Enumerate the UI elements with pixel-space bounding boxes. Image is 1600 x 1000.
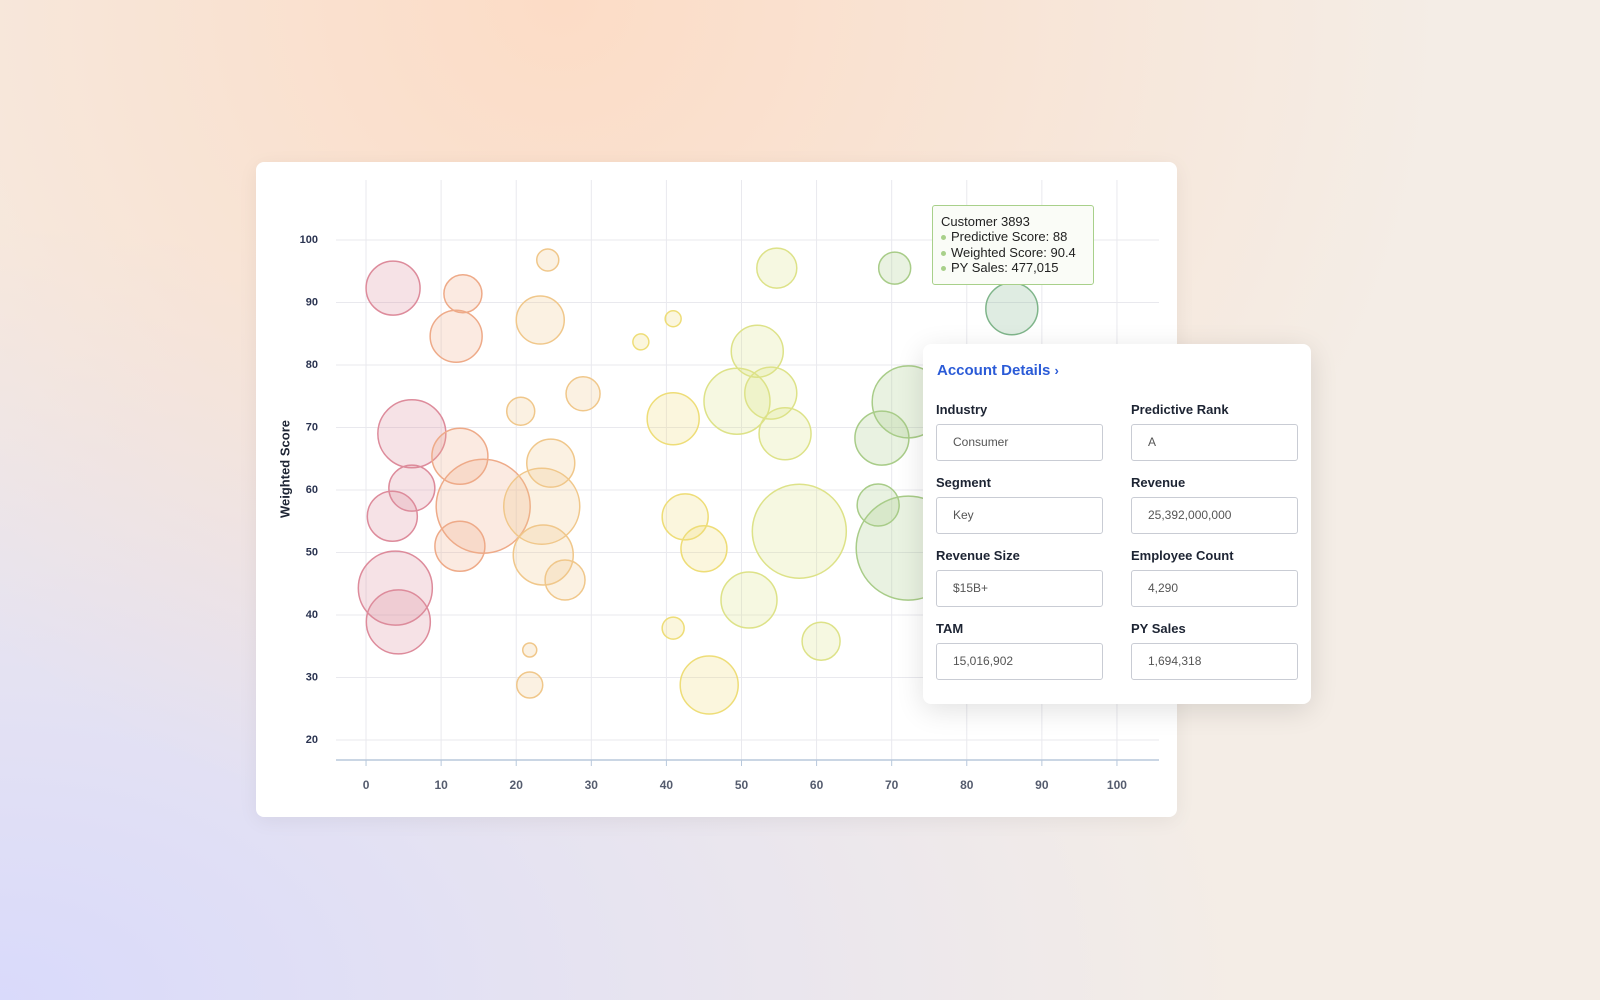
panel-title-text: Account Details <box>937 362 1051 379</box>
x-tick-label: 60 <box>810 778 824 792</box>
field-input[interactable]: 15,016,902 <box>936 643 1103 680</box>
field-input[interactable]: 25,392,000,000 <box>1131 497 1298 534</box>
field-label: PY Sales <box>1131 621 1186 636</box>
x-tick-label: 100 <box>1107 778 1127 792</box>
panel-title[interactable]: Account Details › <box>937 362 1059 379</box>
bubble <box>703 367 771 435</box>
bubble <box>661 493 709 541</box>
bubble <box>366 490 419 542</box>
y-tick-label: 50 <box>306 546 318 558</box>
account-panel: Account Details › Industry Consumer Predic… <box>923 344 1311 704</box>
bubble <box>565 376 601 412</box>
x-tick-label: 10 <box>434 778 448 792</box>
bubble <box>434 520 486 572</box>
field-label: TAM <box>936 621 964 636</box>
bubble <box>536 248 560 272</box>
x-tick-label: 0 <box>363 778 370 792</box>
bubble <box>756 247 798 289</box>
bullet <box>941 265 946 271</box>
bubble <box>521 642 538 658</box>
x-tick-label: 80 <box>960 778 974 792</box>
field-label: Segment <box>936 475 991 490</box>
field-input[interactable]: $15B+ <box>936 570 1103 607</box>
y-tick-label: 40 <box>306 609 318 621</box>
y-tick-label: 60 <box>306 484 318 496</box>
field-input[interactable]: Consumer <box>936 424 1103 461</box>
bubble <box>758 407 812 461</box>
bubble <box>512 524 575 586</box>
bubble <box>377 399 447 469</box>
bubble <box>877 251 912 285</box>
x-tick-label: 20 <box>510 778 524 792</box>
y-tick-label: 80 <box>306 359 318 371</box>
bubble <box>632 333 650 351</box>
field-input[interactable]: 4,290 <box>1131 570 1298 607</box>
bubble <box>357 550 434 626</box>
bubble <box>720 571 778 629</box>
bubble <box>429 309 483 363</box>
tooltip-text: Weighted Score: 90.4 <box>951 244 1076 260</box>
field-input[interactable]: A <box>1131 424 1298 461</box>
bubble <box>744 366 798 420</box>
bubble <box>679 655 739 715</box>
x-tick-label: 50 <box>735 778 749 792</box>
x-tick-label: 70 <box>885 778 899 792</box>
bubble <box>730 324 785 378</box>
y-tick-label: 20 <box>306 734 318 746</box>
bubble <box>854 410 910 466</box>
bubble <box>801 621 841 661</box>
field-input[interactable]: Key <box>936 497 1103 534</box>
field-label: Predictive Rank <box>1131 402 1229 417</box>
y-tick-label: 100 <box>300 234 318 246</box>
bubble <box>661 616 685 640</box>
field-input[interactable]: 1,694,318 <box>1131 643 1298 680</box>
field-label: Revenue <box>1131 475 1186 490</box>
bubble <box>664 310 682 328</box>
bubble <box>443 274 483 314</box>
bubble <box>431 427 489 485</box>
bubble <box>515 671 544 699</box>
field-label: Revenue Size <box>936 548 1020 563</box>
x-tick-label: 90 <box>1035 778 1049 792</box>
bubble <box>646 392 700 446</box>
tooltip-text: Predictive Score: 88 <box>951 229 1068 245</box>
tooltip-line: Weighted Score: 90.4 <box>941 245 1085 260</box>
bubble <box>365 260 421 316</box>
tooltip-line: Predictive Score: 88 <box>941 229 1085 244</box>
bubble <box>544 559 586 601</box>
y-tick-label: 30 <box>306 671 318 683</box>
x-tick-label: 40 <box>660 778 674 792</box>
y-tick-label: 90 <box>306 296 318 308</box>
bubble <box>680 525 728 573</box>
bubble <box>985 282 1039 336</box>
bullet <box>941 235 946 241</box>
bubble <box>388 464 436 512</box>
field-label: Industry <box>936 402 988 417</box>
tooltip-text: PY Sales: 477,015 <box>951 259 1059 275</box>
x-tick-label: 30 <box>585 778 599 792</box>
y-tick-label: 70 <box>306 421 318 433</box>
tooltip: Customer 3893 Predictive Score: 88 Weight… <box>932 205 1094 285</box>
tooltip-title: Customer 3893 <box>941 214 1030 229</box>
bullet <box>941 250 946 256</box>
bubble <box>435 458 531 554</box>
bubble <box>505 396 536 426</box>
bubble <box>751 483 848 579</box>
field-label: Employee Count <box>1131 548 1234 563</box>
bubble <box>503 467 581 545</box>
bubble <box>365 589 432 655</box>
bubble <box>515 295 565 345</box>
tooltip-line: PY Sales: 477,015 <box>941 260 1085 275</box>
y-axis-label: Weighted Score <box>277 420 292 518</box>
